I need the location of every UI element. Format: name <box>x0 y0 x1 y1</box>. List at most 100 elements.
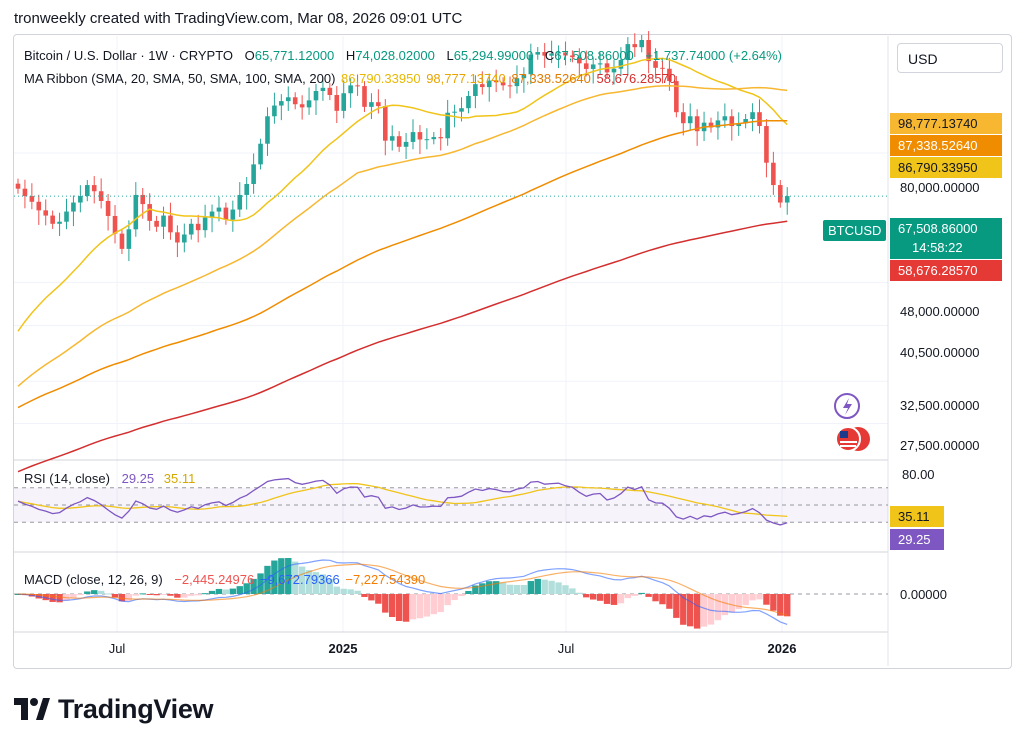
candle-body <box>85 185 90 197</box>
macd-histogram-bar <box>756 594 763 600</box>
macd-histogram-bar <box>236 586 243 594</box>
ma-value-sma200: 58,676.28570 <box>596 71 677 86</box>
legend-close-label: C <box>544 48 555 63</box>
candle-body <box>140 194 146 205</box>
currency-button[interactable]: USD <box>897 43 1003 73</box>
macd-histogram-bar <box>312 572 320 594</box>
candle-body <box>750 112 755 120</box>
macd-histogram-bar <box>382 594 389 613</box>
candle-body <box>161 215 166 227</box>
macd-histogram-bar <box>624 594 632 599</box>
candle-body <box>341 93 347 111</box>
macd-histogram-bar <box>229 588 237 594</box>
sma50-line <box>17 84 788 387</box>
rsi-ma-tag: 35.11 <box>890 506 944 527</box>
time-axis-tick: Jul <box>108 641 126 656</box>
macd-histogram-bar <box>194 594 202 596</box>
rsi-pane <box>14 477 888 526</box>
ma-value-sma20: 86,790.33950 <box>341 71 421 86</box>
macd-histogram-bar <box>555 582 562 594</box>
macd-histogram-bar <box>326 578 334 594</box>
candle-body <box>230 209 236 220</box>
candle-body <box>736 123 742 127</box>
macd-histogram-bar <box>389 594 396 618</box>
candle-body <box>563 52 568 56</box>
legend-close: 67,508.86000 <box>554 48 634 63</box>
candle-body <box>514 78 520 87</box>
candle-body <box>369 102 374 107</box>
candle-body <box>313 91 319 101</box>
macd-histogram-bar <box>465 590 472 594</box>
macd-histogram-bar <box>257 573 264 594</box>
time-axis-tick: 2026 <box>767 641 797 656</box>
macd-line-value: −9,672.79366 <box>259 572 340 587</box>
macd-histogram-bar <box>735 594 742 610</box>
candle-body <box>216 207 222 212</box>
candle-body <box>396 136 402 147</box>
macd-histogram-bar <box>416 594 424 619</box>
candle-body <box>486 80 492 88</box>
candle-body <box>680 112 686 124</box>
chart-frame[interactable] <box>13 34 1012 669</box>
candle-body <box>708 122 714 128</box>
symbol-label-tag: BTCUSD <box>823 220 887 241</box>
candle-body <box>258 143 263 165</box>
last-price-tag: 67,508.86000 14:58:22 <box>890 218 1002 259</box>
macd-histogram-bar <box>728 594 735 613</box>
macd-histogram-bar <box>91 590 98 594</box>
macd-histogram-bar <box>444 594 451 606</box>
legend-low: 65,294.99000 <box>453 48 534 63</box>
chart-caption: tronweekly created with TradingView.com,… <box>14 10 463 27</box>
candle-body <box>694 116 700 132</box>
candle-body <box>507 85 513 87</box>
tradingview-logo[interactable]: TradingView <box>14 692 214 726</box>
macd-histogram-bar <box>749 594 756 601</box>
macd-histogram-bar <box>617 594 625 604</box>
macd-histogram-bar <box>596 594 604 601</box>
ma-value-sma100: 87,338.52640 <box>511 71 591 86</box>
candle-body <box>376 102 381 107</box>
candle-body <box>327 87 333 96</box>
candle-body <box>119 233 125 249</box>
legend-low-label: L <box>446 48 454 63</box>
tradingview-wordmark: TradingView <box>58 693 214 724</box>
candle-body <box>355 85 360 87</box>
ma-ribbon <box>17 57 788 473</box>
candle-body <box>251 164 256 184</box>
macd-histogram-bar <box>520 585 528 594</box>
macd-histogram-bar <box>111 594 119 598</box>
ma-value-sma50: 98,777.13740 <box>426 71 506 86</box>
ma-legend[interactable]: MA Ribbon (SMA, 20, SMA, 50, SMA, 100, S… <box>24 71 678 86</box>
candle-body <box>403 141 409 147</box>
candle-body <box>570 55 575 58</box>
macd-histogram-bar <box>354 590 361 594</box>
sma20-line <box>17 57 788 332</box>
macd-legend[interactable]: MACD (close, 12, 26, 9) −2,445.24976 −9,… <box>24 572 427 587</box>
candle-body <box>112 215 118 234</box>
macd-histogram-bar <box>652 594 659 602</box>
candle-body <box>611 68 617 73</box>
macd-signal-value: −7,227.54390 <box>345 572 426 587</box>
macd-histogram-bar <box>589 594 597 600</box>
candle-body <box>175 232 180 243</box>
rsi-legend[interactable]: RSI (14, close) 29.25 35.11 <box>24 471 197 486</box>
candle-body <box>424 139 430 141</box>
macd-line <box>17 559 788 625</box>
macd-histogram-bar <box>430 594 437 615</box>
candle-body <box>334 95 340 111</box>
macd-histogram-bar <box>534 578 541 594</box>
macd-histogram-bar <box>486 581 493 594</box>
candle-body <box>182 234 187 243</box>
candle-body <box>542 52 547 56</box>
macd-pane <box>14 558 888 629</box>
candle-body <box>71 202 76 212</box>
macd-histogram-bar <box>777 594 784 616</box>
macd-histogram-bar <box>472 585 479 594</box>
flash-icon-glyph <box>843 398 852 415</box>
time-axis-tick: 2025 <box>328 641 358 656</box>
candle-body <box>382 106 388 141</box>
macd-histogram-bar <box>437 594 444 613</box>
candle-body <box>431 137 437 140</box>
symbol-legend[interactable]: Bitcoin / U.S. Dollar · 1W · CRYPTO O65,… <box>24 48 784 63</box>
